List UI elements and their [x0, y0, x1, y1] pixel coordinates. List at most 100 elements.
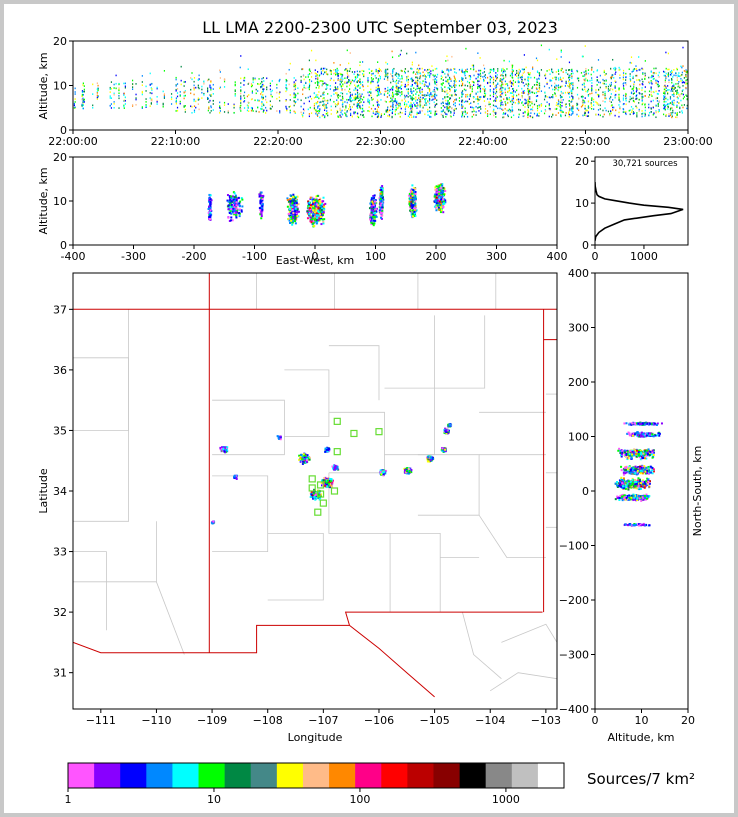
time-height-source [303, 109, 305, 112]
time-height-source [678, 75, 680, 77]
time-height-source [565, 82, 567, 84]
time-height-source [335, 73, 337, 76]
time-height-source [251, 90, 253, 93]
time-height-source [445, 102, 447, 105]
time-height-source [538, 87, 541, 89]
time-height-source [396, 94, 398, 96]
time-height-source [336, 70, 338, 72]
time-height-source [279, 110, 281, 112]
time-height-source [427, 100, 429, 103]
time-height-source [413, 97, 415, 100]
time-height-source [430, 72, 432, 75]
time-height-source [327, 102, 329, 105]
time-height-source [455, 94, 457, 96]
east-west-source [233, 208, 236, 211]
time-height-source [578, 109, 580, 112]
time-height-source [680, 74, 682, 77]
time-height-source [686, 82, 688, 85]
time-height-source [395, 86, 397, 89]
time-height-source [240, 110, 242, 112]
time-height-source [452, 84, 455, 87]
time-height-source [462, 111, 464, 113]
time-height-source [317, 78, 319, 81]
time-height-source [262, 98, 264, 101]
time-height-source [123, 94, 125, 97]
time-height-source [686, 98, 688, 100]
time-height-source [619, 77, 621, 79]
east-west-source [287, 212, 290, 215]
time-height-source [385, 73, 387, 76]
time-height-source [677, 74, 679, 77]
time-height-source [680, 93, 682, 96]
time-height-source [378, 79, 380, 82]
time-height-source [603, 71, 605, 74]
time-height-source [368, 106, 370, 108]
time-height-source [319, 101, 321, 104]
time-height-source [346, 85, 348, 88]
time-height-source [341, 113, 343, 115]
time-height-source [554, 88, 556, 91]
time-height-source [391, 91, 394, 94]
time-height-source [233, 103, 235, 106]
time-height-source [629, 79, 632, 81]
time-height-source [97, 84, 99, 87]
time-height-source [318, 86, 320, 89]
time-height-source [251, 84, 253, 87]
time-height-source [310, 80, 313, 83]
time-height-source [558, 100, 560, 103]
time-height-source [671, 115, 673, 118]
time-height-source [648, 111, 651, 114]
time-height-source [667, 103, 669, 105]
time-height-source [559, 76, 562, 79]
time-height-source [337, 86, 339, 88]
time-height-source [683, 77, 685, 79]
time-height-source [339, 64, 341, 66]
time-height-source [484, 93, 487, 96]
time-height-source [397, 77, 399, 80]
time-height-source [681, 71, 683, 74]
time-height-source [429, 116, 431, 118]
time-height-source [295, 100, 297, 103]
time-height-source [295, 79, 297, 82]
time-height-source [303, 102, 305, 105]
time-height-source [92, 104, 94, 107]
time-height-source [361, 104, 364, 107]
time-height-source [326, 110, 328, 112]
time-height-source [680, 80, 682, 82]
time-height-source [419, 81, 421, 83]
time-height-source [554, 108, 556, 110]
time-height-source [416, 77, 419, 79]
time-height-source [447, 106, 450, 109]
east-west-source [323, 205, 326, 208]
time-height-source [505, 76, 507, 78]
time-height-source [532, 86, 534, 88]
time-height-source [404, 72, 406, 74]
time-height-source [448, 69, 450, 72]
east-west-source [228, 199, 231, 202]
time-height-source [572, 112, 574, 115]
time-height-source [415, 98, 417, 101]
time-height-source [307, 96, 309, 99]
time-height-source [446, 113, 448, 116]
time-height-source [180, 79, 182, 82]
time-height-source [315, 96, 317, 98]
east-west-source [315, 210, 318, 213]
time-height-source [664, 95, 666, 98]
time-height-source [557, 84, 560, 87]
time-height-source [676, 112, 678, 114]
time-height-source [682, 89, 684, 91]
time-height-source [605, 86, 607, 88]
time-height-source [518, 72, 520, 74]
east-west-source [319, 207, 322, 210]
time-height-source [428, 102, 431, 105]
time-height-source [500, 95, 502, 98]
time-height-source [209, 94, 211, 96]
time-height-source [479, 96, 481, 98]
time-height-source [578, 97, 580, 100]
time-height-source [336, 112, 338, 114]
time-height-source [436, 87, 439, 90]
time-height-source [615, 93, 617, 96]
time-height-source [115, 82, 117, 85]
time-height-source [523, 68, 525, 71]
time-height-source [556, 107, 558, 110]
